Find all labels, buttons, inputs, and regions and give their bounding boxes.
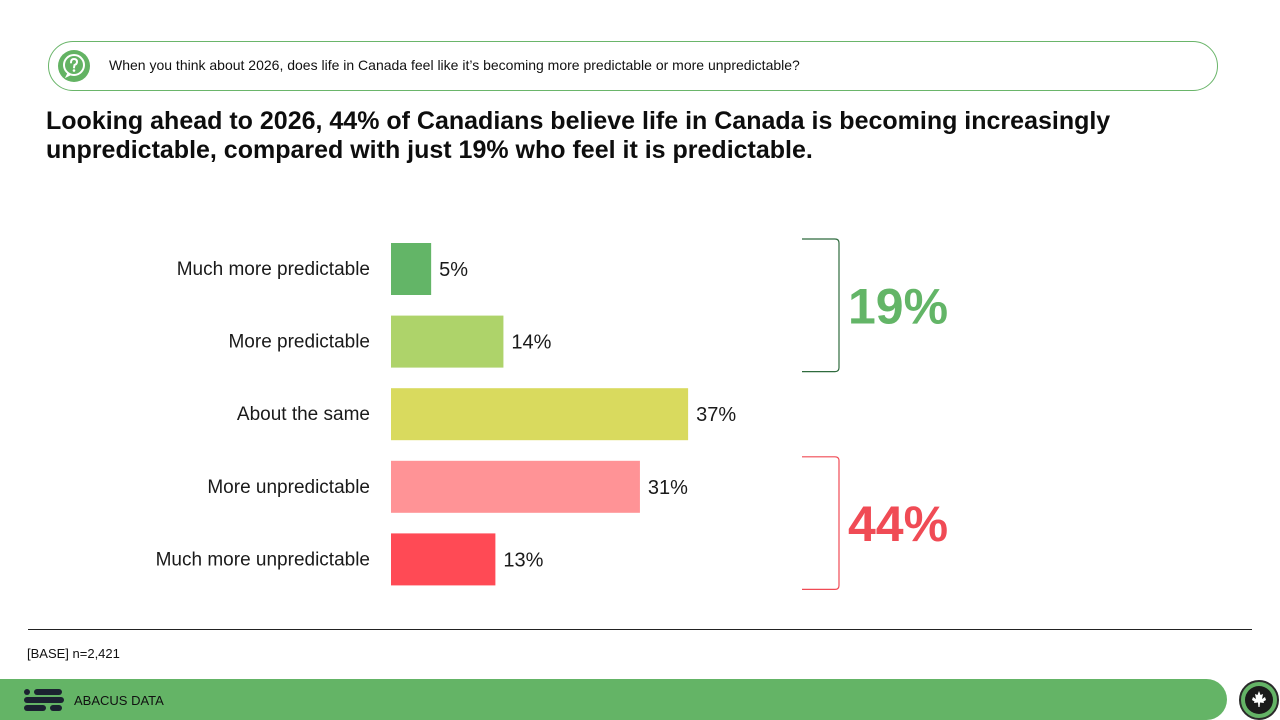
bar xyxy=(391,533,496,586)
base-note: [BASE] n=2,421 xyxy=(27,646,120,661)
page-title: Looking ahead to 2026, 44% of Canadians … xyxy=(46,107,1111,164)
bar xyxy=(391,315,504,368)
question-text: When you think about 2026, does life in … xyxy=(109,57,800,73)
bar-value-label: 5% xyxy=(439,259,468,281)
bar xyxy=(391,243,432,295)
badge xyxy=(1239,680,1279,720)
question-box: When you think about 2026, does life in … xyxy=(48,41,1218,91)
bar-category-label: About the same xyxy=(237,404,370,425)
maple-leaf-icon xyxy=(1245,686,1273,714)
bar-chart: Much more predictable 5% More predictable 1… xyxy=(156,238,948,590)
bar-category-label: Much more predictable xyxy=(177,259,370,280)
group-total-label: 44% xyxy=(848,496,948,552)
footer-bar: ABACUS DATA xyxy=(0,679,1227,720)
footer-divider xyxy=(28,629,1252,630)
bar xyxy=(391,460,640,513)
abacus-logo-icon xyxy=(24,689,64,711)
group-bracket xyxy=(802,238,840,373)
bar-category-label: More predictable xyxy=(228,332,370,353)
bar-value-label: 37% xyxy=(696,404,736,426)
bar-category-label: More unpredictable xyxy=(207,477,370,498)
group-total-label: 19% xyxy=(848,278,948,334)
bar-value-label: 13% xyxy=(503,549,543,571)
group-bracket xyxy=(802,456,840,590)
bar-value-label: 31% xyxy=(648,477,688,499)
bar-category-label: Much more unpredictable xyxy=(156,549,370,570)
question-icon xyxy=(58,50,90,82)
footer-brand: ABACUS DATA xyxy=(74,693,164,708)
bar-value-label: 14% xyxy=(511,332,551,354)
bar xyxy=(391,388,689,441)
